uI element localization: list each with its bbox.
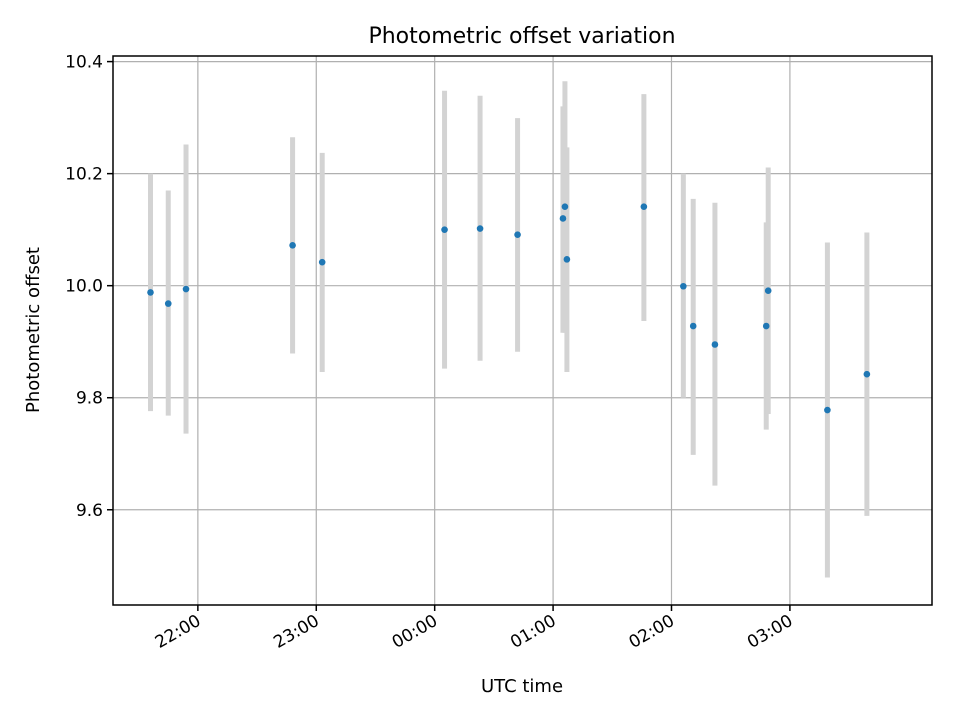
data-point — [514, 231, 521, 239]
data-point — [164, 300, 172, 307]
data-point — [640, 203, 648, 210]
tick-layer: 9.6 9.8 10.0 10.2 10.4 22:00 23:00 00:00 01:00 02… — [65, 53, 796, 653]
plot-frame — [112, 55, 933, 606]
data-point — [762, 322, 770, 330]
data-point — [764, 287, 772, 295]
data-point — [824, 406, 831, 414]
data-point — [147, 289, 154, 296]
data-point — [561, 203, 569, 210]
data-point — [182, 285, 190, 293]
grid-layer — [113, 56, 932, 605]
errorbar-layer — [147, 81, 870, 578]
x-tick-label: 02:00 — [626, 611, 678, 653]
data-point — [689, 322, 697, 330]
x-axis-label: UTC time — [481, 676, 563, 697]
data-point — [289, 242, 296, 249]
data-point — [711, 341, 719, 348]
data-point — [863, 370, 871, 378]
y-tick-label: 9.8 — [76, 389, 103, 409]
data-point — [476, 225, 484, 232]
x-tick-label: 22:00 — [152, 611, 204, 653]
x-tick-label: 00:00 — [389, 611, 441, 653]
data-point — [680, 282, 687, 290]
chart-title: Photometric offset variation — [368, 24, 675, 49]
y-tick-label: 10.0 — [65, 277, 103, 297]
data-point — [559, 215, 567, 222]
x-tick-label: 01:00 — [507, 611, 559, 653]
x-tick-label: 03:00 — [744, 611, 796, 653]
x-tick-label: 23:00 — [270, 611, 322, 653]
y-tick-label: 10.4 — [65, 53, 103, 73]
y-tick-label: 9.6 — [76, 501, 103, 521]
point-layer — [147, 203, 871, 414]
data-point — [563, 256, 571, 263]
data-point — [318, 258, 326, 266]
y-tick-label: 10.2 — [65, 165, 103, 185]
y-axis-label: Photometric offset — [23, 247, 44, 413]
data-point — [441, 226, 448, 233]
